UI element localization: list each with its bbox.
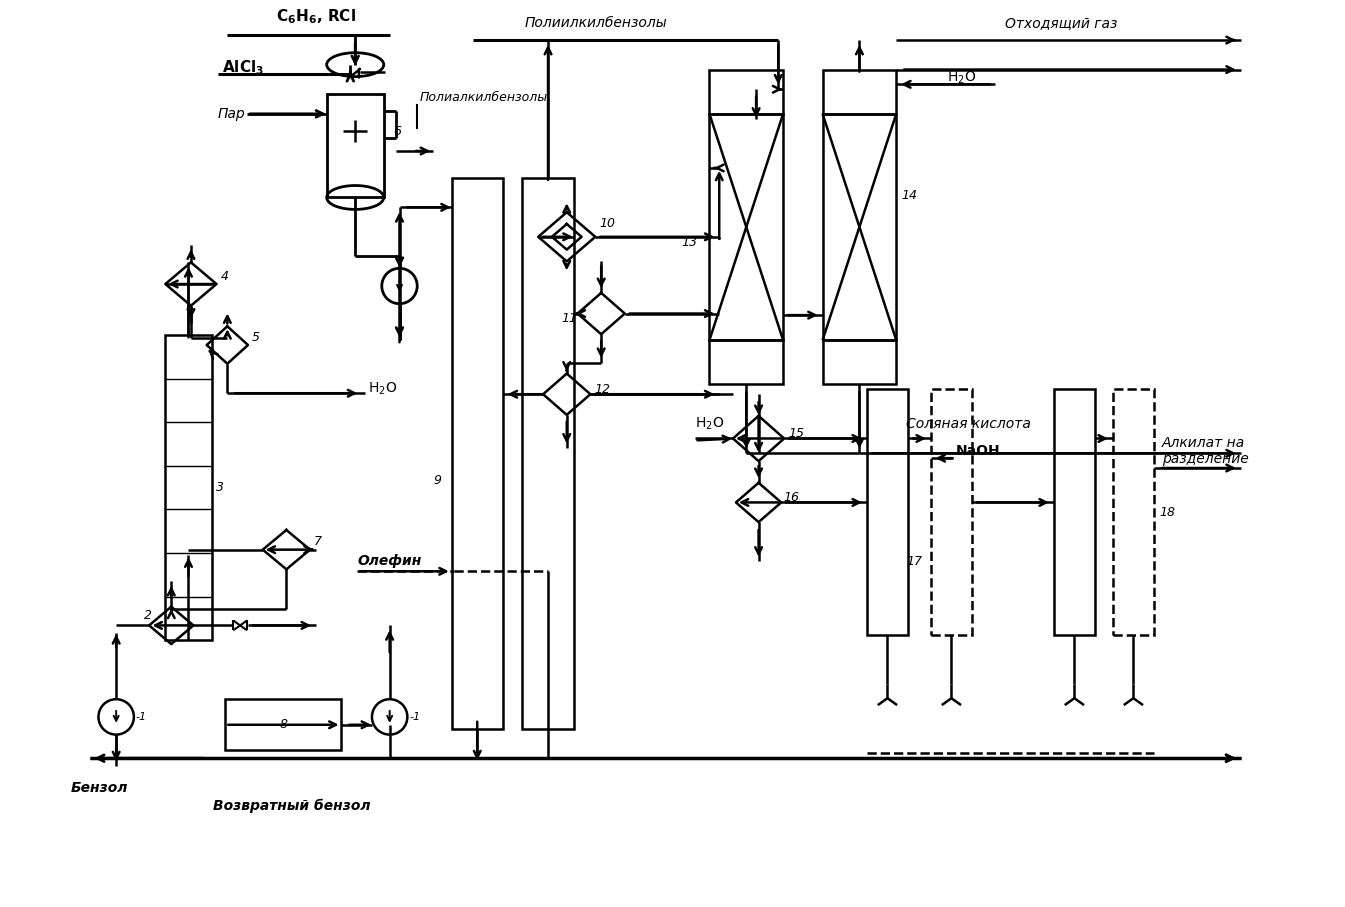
Bar xyxy=(866,389,908,635)
Text: Алкилат на
разделение: Алкилат на разделение xyxy=(1162,436,1248,466)
Text: Олефин: Олефин xyxy=(358,554,421,569)
Bar xyxy=(522,178,573,728)
Text: 9: 9 xyxy=(434,474,443,487)
Text: Пар: Пар xyxy=(218,107,245,121)
Bar xyxy=(709,70,783,113)
Text: Полиилкилбензолы: Полиилкилбензолы xyxy=(525,16,667,30)
Text: 3: 3 xyxy=(215,482,223,494)
Text: -1: -1 xyxy=(136,712,147,722)
Text: Отходящий газ: Отходящий газ xyxy=(1005,16,1116,30)
Text: 16: 16 xyxy=(783,491,799,504)
Text: 8: 8 xyxy=(280,718,288,731)
Bar xyxy=(165,336,211,640)
Text: Возвратный бензол: Возвратный бензол xyxy=(213,798,370,813)
Bar xyxy=(823,340,896,385)
Text: 7: 7 xyxy=(313,535,321,549)
Text: H$_2$O: H$_2$O xyxy=(369,380,397,396)
Text: -1: -1 xyxy=(409,712,421,722)
Bar xyxy=(452,178,503,728)
Bar xyxy=(823,70,896,113)
Text: H$_2$O: H$_2$O xyxy=(947,69,976,85)
Bar xyxy=(1112,389,1154,635)
Text: 2: 2 xyxy=(144,610,152,622)
Text: 14: 14 xyxy=(901,189,917,202)
Text: 15: 15 xyxy=(788,427,804,440)
Text: H$_2$O: H$_2$O xyxy=(694,415,724,432)
Text: 10: 10 xyxy=(600,217,615,229)
Bar xyxy=(327,93,383,198)
Text: 11: 11 xyxy=(562,312,578,325)
Text: NaOH: NaOH xyxy=(955,444,999,458)
Text: 13: 13 xyxy=(682,236,698,249)
Text: 4: 4 xyxy=(221,269,229,283)
Text: Полиалкилбензолы: Полиалкилбензолы xyxy=(420,91,547,103)
Bar xyxy=(1053,389,1095,635)
Text: 6: 6 xyxy=(394,124,402,138)
Bar xyxy=(709,340,783,385)
Bar xyxy=(823,113,896,340)
Bar xyxy=(709,113,783,340)
Text: Соляная кислота: Соляная кислота xyxy=(907,416,1032,431)
Text: 12: 12 xyxy=(594,383,611,395)
Text: $\mathbf{AlCl_3}$: $\mathbf{AlCl_3}$ xyxy=(222,58,265,77)
Text: 17: 17 xyxy=(907,555,923,568)
Text: 5: 5 xyxy=(252,331,260,344)
Text: Бензол: Бензол xyxy=(71,781,128,795)
Text: $\mathbf{C_6H_6}$, RCl: $\mathbf{C_6H_6}$, RCl xyxy=(276,7,356,26)
Bar xyxy=(226,699,342,750)
Bar xyxy=(931,389,972,635)
Text: 18: 18 xyxy=(1159,506,1176,519)
